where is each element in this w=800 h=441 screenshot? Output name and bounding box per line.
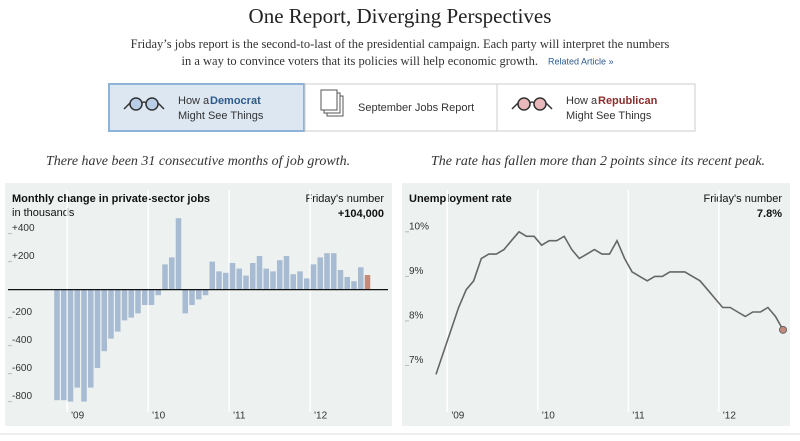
bar — [330, 253, 337, 290]
caption: There have been 31 consecutive months of… — [46, 154, 350, 169]
tab-box — [496, 83, 696, 132]
bar — [148, 289, 155, 305]
chart-title: Unemployment rate — [409, 193, 512, 205]
x-tick-label: '12 — [723, 411, 736, 422]
bar — [128, 289, 135, 318]
bar — [209, 261, 216, 290]
tab-label: September Jobs Report — [358, 102, 474, 114]
bar — [351, 281, 357, 290]
bar — [175, 218, 182, 290]
tab-prefix: How a — [566, 95, 598, 107]
x-tick-label: '10 — [542, 411, 555, 422]
glasses-icon — [511, 97, 553, 111]
related-link[interactable]: Related Article » — [548, 56, 614, 66]
glasses-icon — [123, 97, 165, 111]
y-tick-label: -800 — [12, 391, 32, 402]
tab[interactable]: How a Democrat Might See Things — [108, 83, 305, 132]
bar — [229, 263, 236, 290]
tab-line2: Might See Things — [178, 110, 264, 122]
x-tick-label: '12 — [314, 411, 327, 422]
y-tick-label: 9% — [409, 266, 424, 277]
x-tick-label: '09 — [451, 411, 464, 422]
bar — [155, 289, 162, 296]
x-tick-label: '09 — [71, 411, 84, 422]
bar — [222, 272, 229, 290]
bar — [283, 256, 290, 290]
bar — [276, 260, 283, 290]
chart-title: Monthly change in private-sector jobs — [12, 193, 210, 205]
bar — [310, 264, 317, 290]
bar — [256, 256, 263, 290]
tab-line2: Might See Things — [566, 110, 652, 122]
bar — [81, 289, 87, 402]
tab-party: Democrat — [210, 95, 261, 107]
callout-value: 7.8% — [757, 208, 782, 220]
bar — [249, 263, 256, 290]
x-tick-label: '11 — [632, 411, 645, 422]
bar — [337, 270, 344, 290]
bar — [87, 289, 94, 388]
bar — [303, 278, 310, 290]
y-tick-label: 8% — [409, 311, 424, 322]
document-icon — [320, 89, 344, 117]
bar — [108, 289, 114, 339]
y-tick-label: +400 — [12, 223, 35, 234]
bar — [270, 271, 276, 290]
callout-label: Friday's number — [703, 193, 782, 205]
callout-label: Friday's number — [305, 193, 384, 205]
end-marker — [779, 325, 787, 334]
bar — [324, 253, 330, 290]
bar — [357, 267, 364, 290]
bar — [54, 289, 60, 401]
bar — [121, 289, 128, 321]
subtitle: Friday’s jobs report is the second-to-la… — [131, 37, 670, 51]
bar — [60, 289, 67, 401]
bar — [74, 289, 81, 388]
bar — [290, 274, 297, 290]
bar — [94, 289, 101, 368]
callout-value: +104,000 — [338, 208, 384, 220]
bar — [67, 289, 74, 402]
bar — [195, 289, 202, 300]
y-tick-label: -400 — [12, 335, 32, 346]
bar — [189, 289, 195, 305]
bar — [236, 268, 243, 290]
page-title: One Report, Diverging Perspectives — [249, 4, 552, 28]
bar — [317, 257, 324, 290]
bar — [162, 264, 168, 290]
bar — [114, 289, 121, 332]
line — [435, 230, 784, 375]
bar — [364, 275, 371, 290]
bar — [344, 277, 351, 290]
bar — [297, 271, 303, 290]
bar — [216, 271, 222, 290]
y-tick-label: 10% — [409, 221, 429, 232]
bar — [263, 268, 270, 290]
chart-subtitle: in thousands — [12, 207, 75, 219]
tab-party: Republican — [598, 95, 658, 107]
y-tick-label: +200 — [12, 251, 35, 262]
tab[interactable]: How a Republican Might See Things — [496, 83, 696, 132]
bar — [202, 289, 209, 296]
subtitle: in a way to convince voters that its pol… — [181, 54, 538, 68]
chart-panel — [402, 183, 790, 426]
bar — [135, 289, 141, 314]
bar — [141, 289, 148, 305]
tab-prefix: How a — [178, 95, 210, 107]
bar — [243, 275, 249, 290]
y-tick-label: -200 — [12, 307, 32, 318]
y-tick-label: 7% — [409, 355, 424, 366]
bar — [168, 257, 175, 290]
bar — [182, 289, 189, 314]
x-tick-label: '10 — [152, 411, 165, 422]
caption: The rate has fallen more than 2 points s… — [431, 154, 765, 169]
tab[interactable]: September Jobs Report — [304, 83, 498, 132]
x-tick-label: '11 — [233, 411, 246, 422]
bar — [101, 289, 108, 352]
y-tick-label: -600 — [12, 363, 32, 374]
